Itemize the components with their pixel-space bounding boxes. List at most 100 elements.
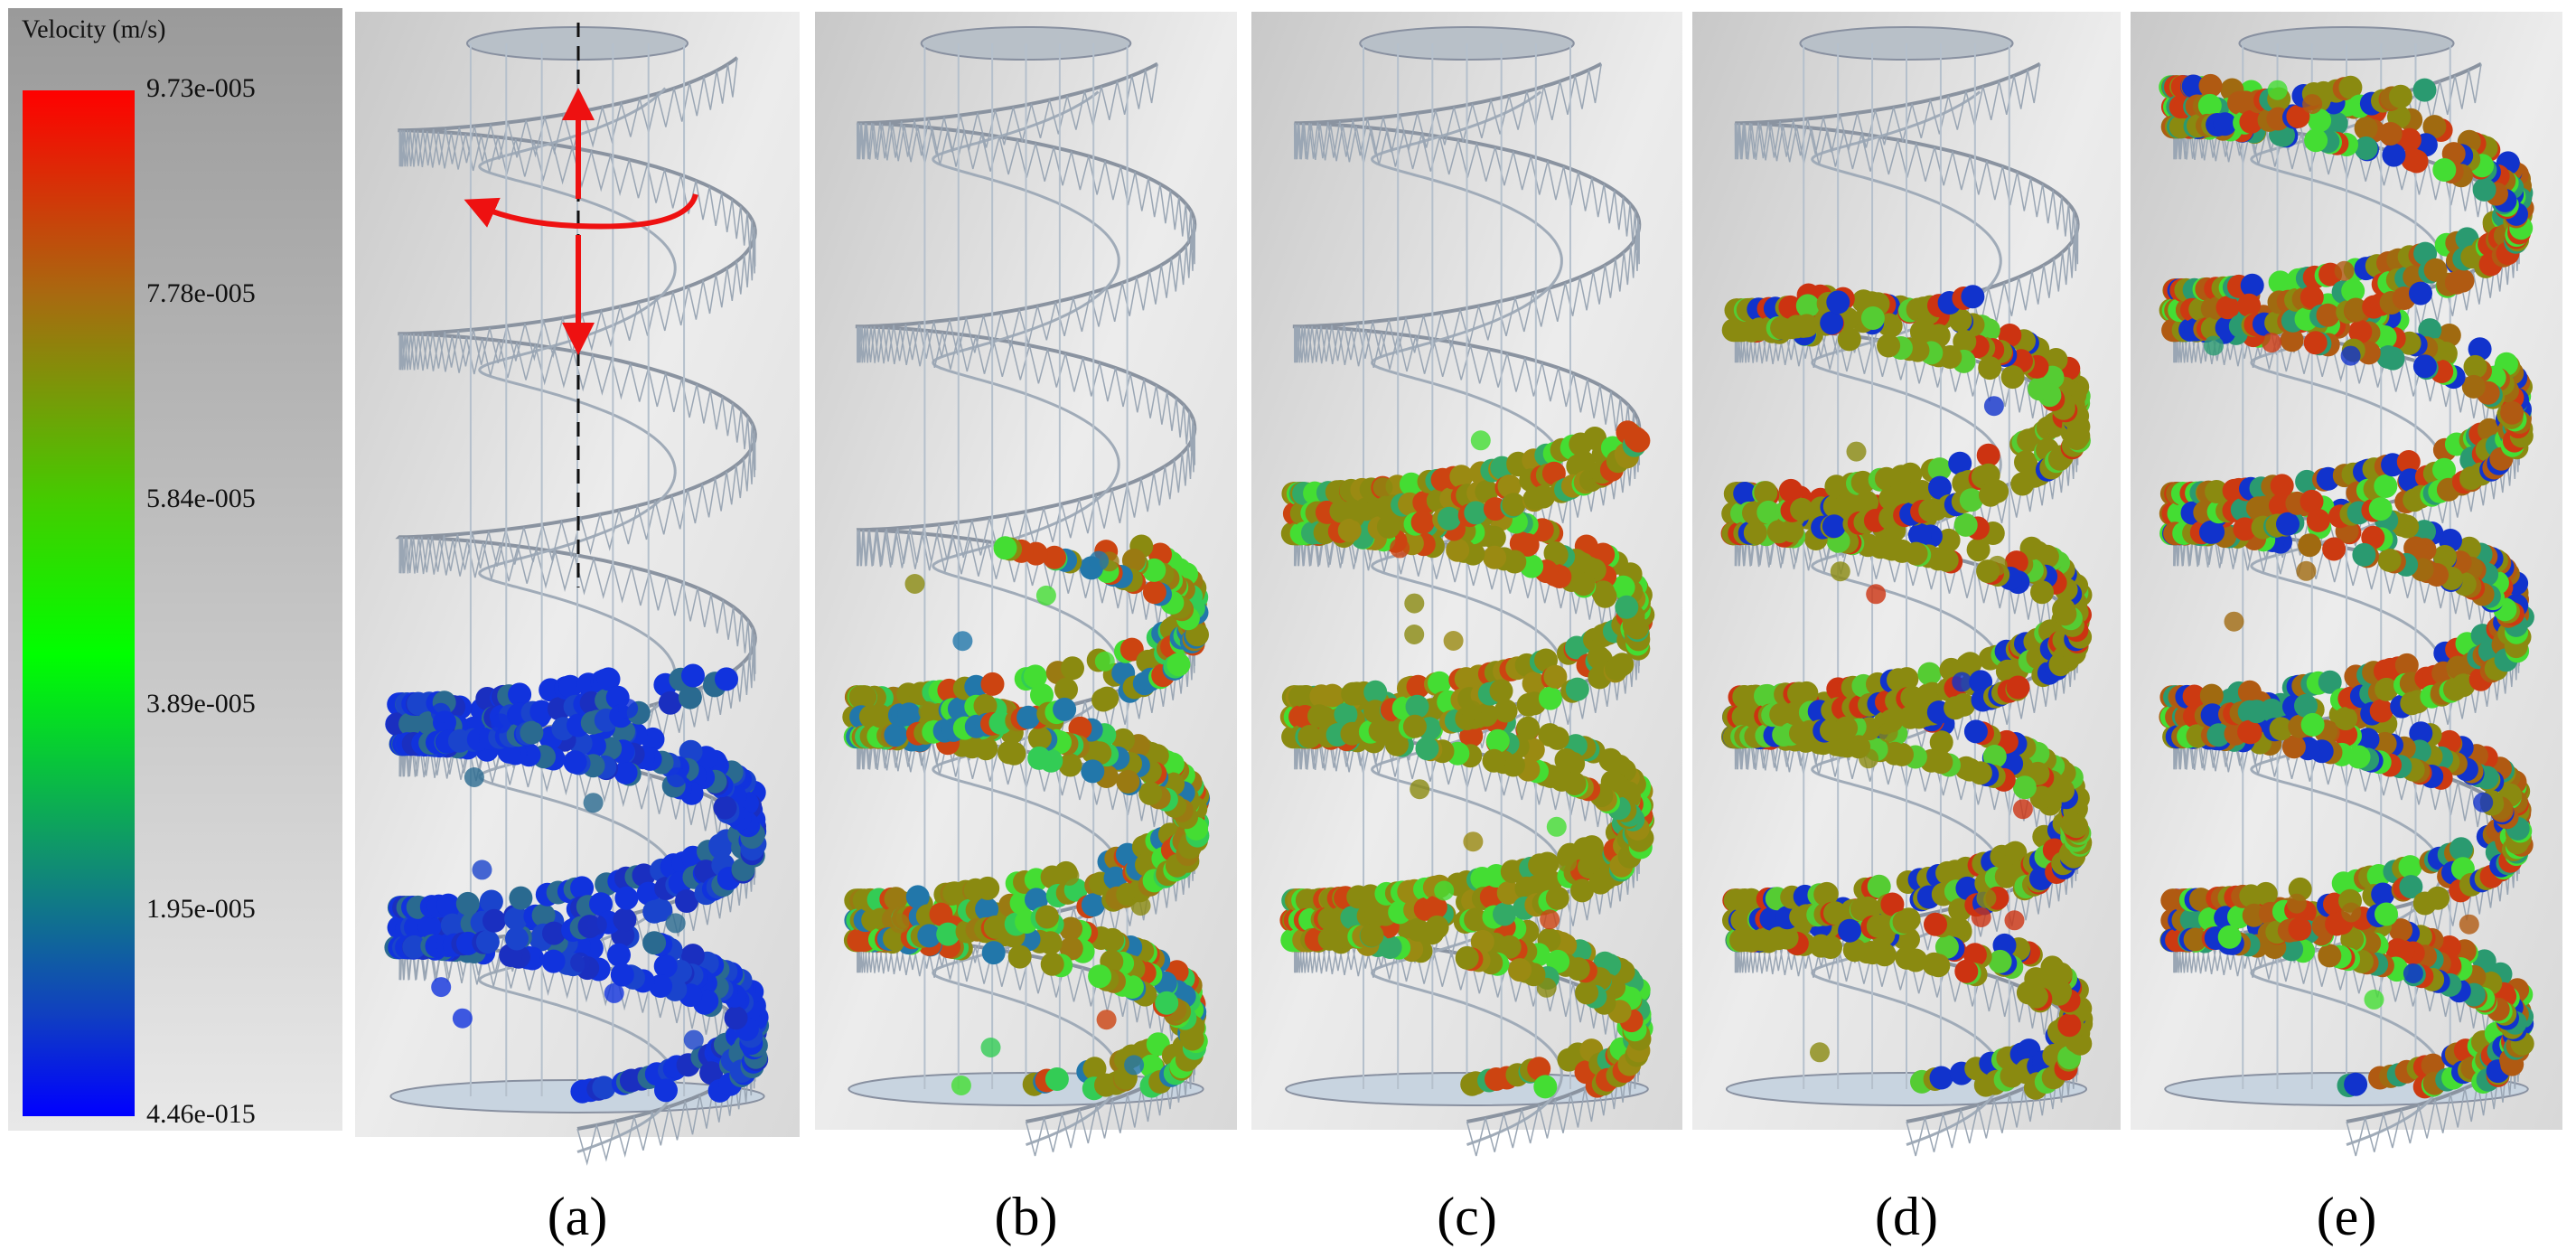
particle: [2334, 722, 2358, 747]
particle: [1610, 653, 1635, 677]
particle: [2356, 728, 2380, 752]
particle: [1044, 1067, 1069, 1091]
particle: [2422, 115, 2447, 139]
particle: [2409, 721, 2433, 746]
particle: [1483, 545, 1507, 569]
particle: [905, 885, 930, 909]
particle: [509, 886, 533, 910]
particle: [1795, 294, 1820, 318]
particle: [1898, 462, 1923, 486]
stray-particle: [665, 913, 686, 934]
particle: [2409, 281, 2432, 305]
particle: [1119, 637, 1144, 662]
particle: [1837, 327, 1861, 352]
particle: [2449, 837, 2473, 861]
particle: [1739, 888, 1764, 912]
particle: [1317, 926, 1342, 951]
particle: [1575, 981, 1599, 1005]
particle: [973, 693, 998, 718]
particle: [1570, 878, 1594, 903]
particle: [1543, 664, 1568, 689]
stray-particle: [2267, 80, 2288, 100]
particle: [1587, 645, 1611, 670]
particle: [1061, 656, 1084, 681]
particle: [2199, 683, 2224, 708]
particle: [455, 891, 480, 916]
particle: [1615, 595, 1639, 619]
particle: [1464, 501, 1488, 525]
particle: [1952, 692, 1976, 717]
stray-particle: [1130, 896, 1151, 916]
particle: [2344, 1072, 2368, 1096]
particle: [1928, 475, 1952, 500]
stray-particle: [2296, 560, 2317, 581]
stray-particle: [1830, 561, 1850, 582]
particle: [1059, 936, 1083, 961]
stray-particle: [2204, 335, 2224, 356]
particle: [2348, 320, 2373, 343]
particle: [1611, 575, 1635, 599]
panel: (d): [1692, 12, 2121, 1246]
particle: [1493, 902, 1516, 926]
particle: [541, 949, 566, 973]
stray-particle: [1557, 852, 1578, 873]
particle: [2182, 684, 2206, 709]
particle: [1775, 925, 1799, 950]
particle: [2421, 1053, 2445, 1077]
particle: [636, 881, 660, 906]
particle: [1095, 686, 1119, 710]
particle: [2286, 104, 2310, 128]
stray-particle: [1536, 977, 1557, 998]
particle: [1040, 952, 1064, 976]
particle: [2270, 474, 2294, 498]
legend-title: Velocity (m/s): [22, 15, 165, 43]
particle: [1016, 705, 1041, 729]
particle: [2472, 177, 2496, 202]
particle: [1533, 1075, 1558, 1099]
particle: [1406, 917, 1429, 942]
particle: [1554, 747, 1578, 772]
particle: [2412, 354, 2437, 379]
panel-label: (a): [548, 1187, 608, 1246]
particle: [596, 667, 621, 691]
particle: [1733, 482, 1757, 505]
particle: [613, 907, 637, 932]
particle: [1917, 662, 1942, 686]
particle: [2295, 469, 2319, 493]
particle: [1470, 929, 1494, 954]
stray-particle: [2473, 792, 2494, 813]
particle: [2354, 117, 2378, 140]
particle: [2268, 270, 2292, 295]
particle: [1116, 769, 1140, 794]
particle: [2426, 886, 2450, 910]
panel-label: (c): [1437, 1187, 1497, 1246]
particle: [2382, 143, 2406, 167]
particle: [2377, 548, 2402, 572]
particle: [1428, 671, 1451, 695]
particle: [2375, 902, 2398, 926]
particle: [2500, 400, 2524, 425]
particle: [2057, 1013, 2082, 1038]
particle: [2418, 318, 2442, 343]
particle: [1982, 745, 2007, 768]
particle: [1954, 959, 1979, 983]
particle: [1138, 781, 1163, 805]
stray-particle: [1987, 555, 2008, 576]
particle: [2432, 457, 2456, 482]
stray-particle: [2004, 910, 2025, 931]
particle: [1455, 945, 1479, 970]
particle: [2375, 677, 2399, 701]
stray-particle: [452, 1008, 473, 1029]
particle: [2201, 520, 2225, 544]
particle: [2240, 273, 2264, 297]
stray-particle: [586, 915, 607, 935]
particle: [1856, 896, 1880, 920]
stray-particle: [604, 982, 624, 1003]
particle: [1059, 916, 1083, 941]
particle: [632, 863, 656, 888]
particle: [1794, 681, 1819, 705]
particle: [2281, 735, 2306, 759]
particle: [699, 1061, 724, 1085]
particle: [2205, 480, 2229, 503]
particle: [570, 876, 595, 900]
